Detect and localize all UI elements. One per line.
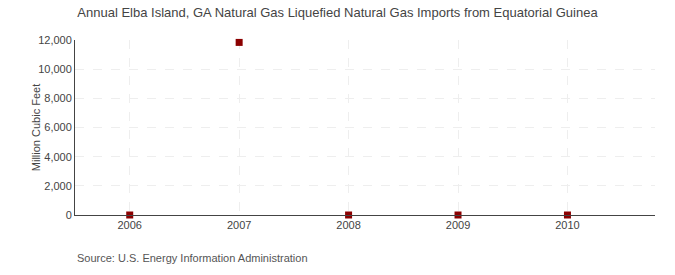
svg-text:2009: 2009 bbox=[446, 219, 470, 231]
svg-text:2008: 2008 bbox=[336, 219, 360, 231]
svg-text:2007: 2007 bbox=[227, 219, 251, 231]
svg-text:10,000: 10,000 bbox=[38, 63, 72, 75]
svg-text:6,000: 6,000 bbox=[44, 121, 72, 133]
svg-text:12,000: 12,000 bbox=[38, 34, 72, 46]
svg-text:0: 0 bbox=[66, 209, 72, 221]
svg-text:Million Cubic Feet: Million Cubic Feet bbox=[30, 84, 42, 171]
svg-text:2010: 2010 bbox=[555, 219, 579, 231]
svg-text:Source: U.S. Energy Informatio: Source: U.S. Energy Information Administ… bbox=[77, 252, 308, 264]
svg-text:8,000: 8,000 bbox=[44, 92, 72, 104]
svg-text:4,000: 4,000 bbox=[44, 151, 72, 163]
svg-text:2,000: 2,000 bbox=[44, 180, 72, 192]
svg-text:Annual Elba Island, GA Natural: Annual Elba Island, GA Natural Gas Lique… bbox=[77, 5, 598, 20]
svg-text:2006: 2006 bbox=[117, 219, 141, 231]
